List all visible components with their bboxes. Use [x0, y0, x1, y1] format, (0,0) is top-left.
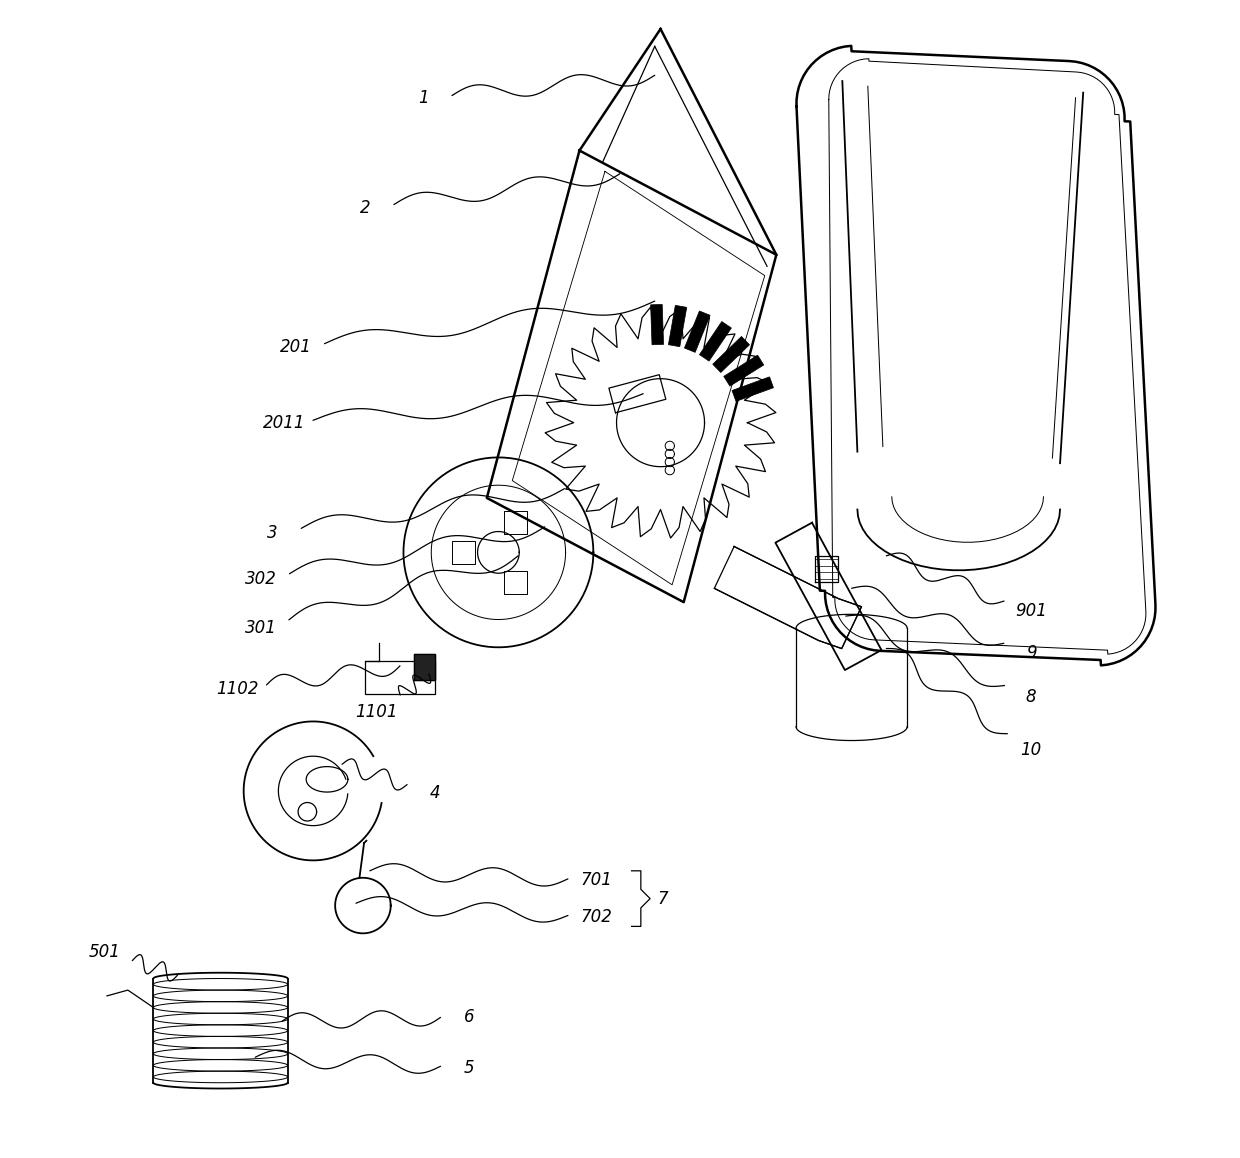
- Text: 5: 5: [464, 1058, 475, 1077]
- Text: 901: 901: [1016, 602, 1047, 621]
- Polygon shape: [414, 654, 435, 680]
- Text: 3: 3: [268, 523, 278, 542]
- Text: 2: 2: [360, 199, 371, 218]
- FancyArrow shape: [732, 376, 774, 402]
- Text: 8: 8: [1025, 688, 1037, 706]
- FancyArrow shape: [651, 305, 663, 345]
- Text: 302: 302: [246, 570, 277, 588]
- Text: 1102: 1102: [217, 680, 259, 698]
- Polygon shape: [714, 547, 862, 648]
- FancyArrow shape: [684, 312, 711, 352]
- Text: 2011: 2011: [263, 413, 305, 432]
- Text: 701: 701: [580, 871, 613, 889]
- FancyArrow shape: [713, 337, 749, 373]
- Text: 9: 9: [1025, 644, 1037, 662]
- FancyArrow shape: [724, 356, 764, 386]
- Text: 201: 201: [280, 338, 311, 357]
- Text: 6: 6: [464, 1007, 475, 1026]
- Text: 1101: 1101: [356, 703, 398, 721]
- Text: 301: 301: [246, 618, 277, 637]
- FancyArrow shape: [668, 306, 687, 346]
- Text: 10: 10: [1021, 741, 1042, 760]
- Text: 4: 4: [429, 784, 440, 802]
- Text: 7: 7: [657, 889, 667, 908]
- Text: 1: 1: [418, 89, 429, 108]
- FancyArrow shape: [699, 322, 732, 361]
- Text: 702: 702: [580, 908, 613, 926]
- Text: 501: 501: [89, 943, 120, 961]
